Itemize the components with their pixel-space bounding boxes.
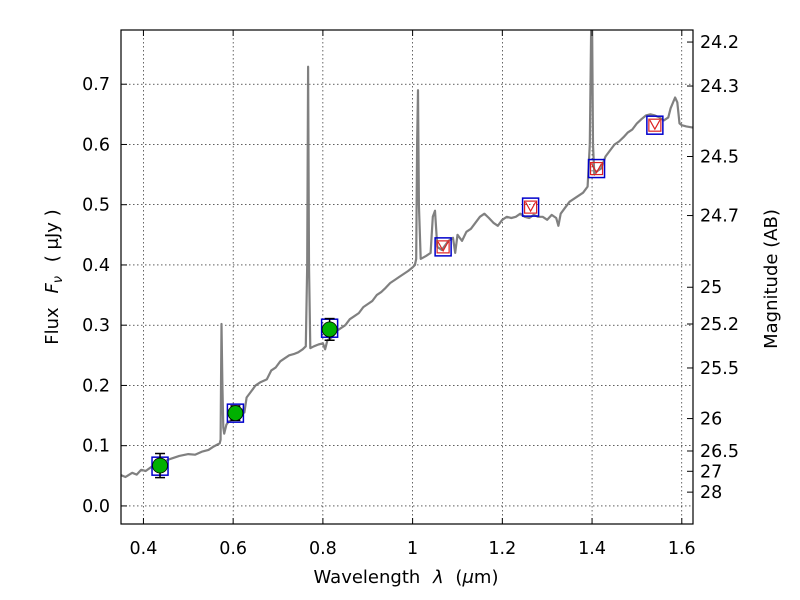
x-tick-label-2: 0.8: [309, 539, 337, 559]
x-tick-label-4: 1.2: [488, 539, 516, 559]
upper-limit-marker-1: [523, 200, 538, 214]
model-box-6: [646, 115, 664, 135]
ticks: 0.4 0.6 0.8 1 1.2 1.4 1.6 0.0 0.1 0.2 0.3 0.4 0.5 0.6…: [82, 30, 739, 559]
mag-tick-label-6: 25.5: [700, 359, 739, 379]
mag-tick-label-9: 27: [700, 462, 722, 482]
x-tick-label-1: 0.6: [219, 539, 247, 559]
mag-tick-label-1: 24.3: [700, 77, 739, 97]
mag-tick-label-3: 24.7: [700, 207, 739, 227]
y-tick-label-7: 0.7: [82, 75, 110, 95]
mag-tick-label-8: 26.5: [700, 442, 739, 462]
y-tick-label-0: 0.0: [82, 497, 110, 517]
upper-limit-arrow-0: [437, 241, 449, 253]
y2-axis-title: Magnitude (AB): [761, 209, 782, 349]
upper-limit-marker-3: [648, 118, 662, 132]
mag-tick-label-7: 26: [700, 410, 722, 430]
detection-0: [152, 452, 168, 479]
upper-limit-box-0: [436, 240, 450, 254]
y-axis-title-word: Flux: [42, 307, 63, 345]
x-tick-label-0: 0.4: [130, 539, 158, 559]
model-box-3: [434, 237, 452, 257]
x-tick-label-6: 1.6: [668, 539, 696, 559]
mag-tick-label-0: 24.2: [700, 33, 739, 53]
y-tick-label-4: 0.4: [82, 256, 110, 276]
mag-tick-label-2: 24.5: [700, 148, 739, 168]
plot-content: [121, 30, 693, 479]
upper-limit-arrow-1: [525, 201, 537, 213]
plot-area: [121, 30, 693, 524]
plot-frame: [120, 29, 694, 525]
detection-2: [321, 317, 338, 342]
y-tick-label-6: 0.6: [82, 135, 110, 155]
model-box-4: [521, 197, 540, 217]
upper-limit-arrow-2: [591, 163, 603, 174]
model-box-1: [226, 403, 245, 423]
spectrum-line-0: [121, 30, 693, 479]
y-tick-label-1: 0.1: [82, 437, 110, 457]
grid: [121, 30, 693, 524]
x-axis-title-units-open: (: [455, 567, 462, 588]
detection-point-2: [321, 321, 338, 338]
x-axis-title-word: Wavelength: [314, 567, 421, 588]
detection-point-0: [152, 457, 168, 474]
mag-tick-label-10: 28: [700, 483, 722, 503]
detection-point-1: [227, 405, 244, 422]
upper-limit-box-3: [648, 118, 662, 132]
mag-tick-label-4: 25: [700, 278, 722, 298]
x-tick-label-5: 1.4: [578, 539, 606, 559]
x-tick-label-3: 1: [407, 539, 418, 559]
y-tick-label-5: 0.5: [82, 196, 110, 216]
detection-1: [227, 405, 244, 422]
y-axis-title: Flux Fν ( μJy ): [42, 209, 67, 344]
x-axis-title: Wavelength λ (μm): [314, 567, 499, 588]
upper-limit-marker-0: [436, 240, 450, 254]
y-axis-title-symbol: F: [42, 283, 63, 294]
x-axis-title-units-m: m): [474, 567, 499, 588]
y-axis-title-subscript: ν: [51, 276, 66, 283]
y-tick-label-2: 0.2: [82, 376, 110, 396]
y-tick-label-3: 0.3: [82, 316, 110, 336]
mag-tick-label-5: 25.2: [700, 315, 739, 335]
y-axis-title-units: ( μJy ): [42, 209, 63, 262]
upper-limit-arrow-3: [649, 119, 661, 131]
upper-limit-box-2: [589, 161, 604, 176]
upper-limit-box-1: [523, 200, 538, 214]
x-axis-title-units-mu: μ: [461, 567, 473, 588]
model-box-5: [587, 158, 606, 179]
x-axis-title-symbol: λ: [432, 567, 444, 588]
upper-limit-marker-2: [589, 161, 604, 176]
